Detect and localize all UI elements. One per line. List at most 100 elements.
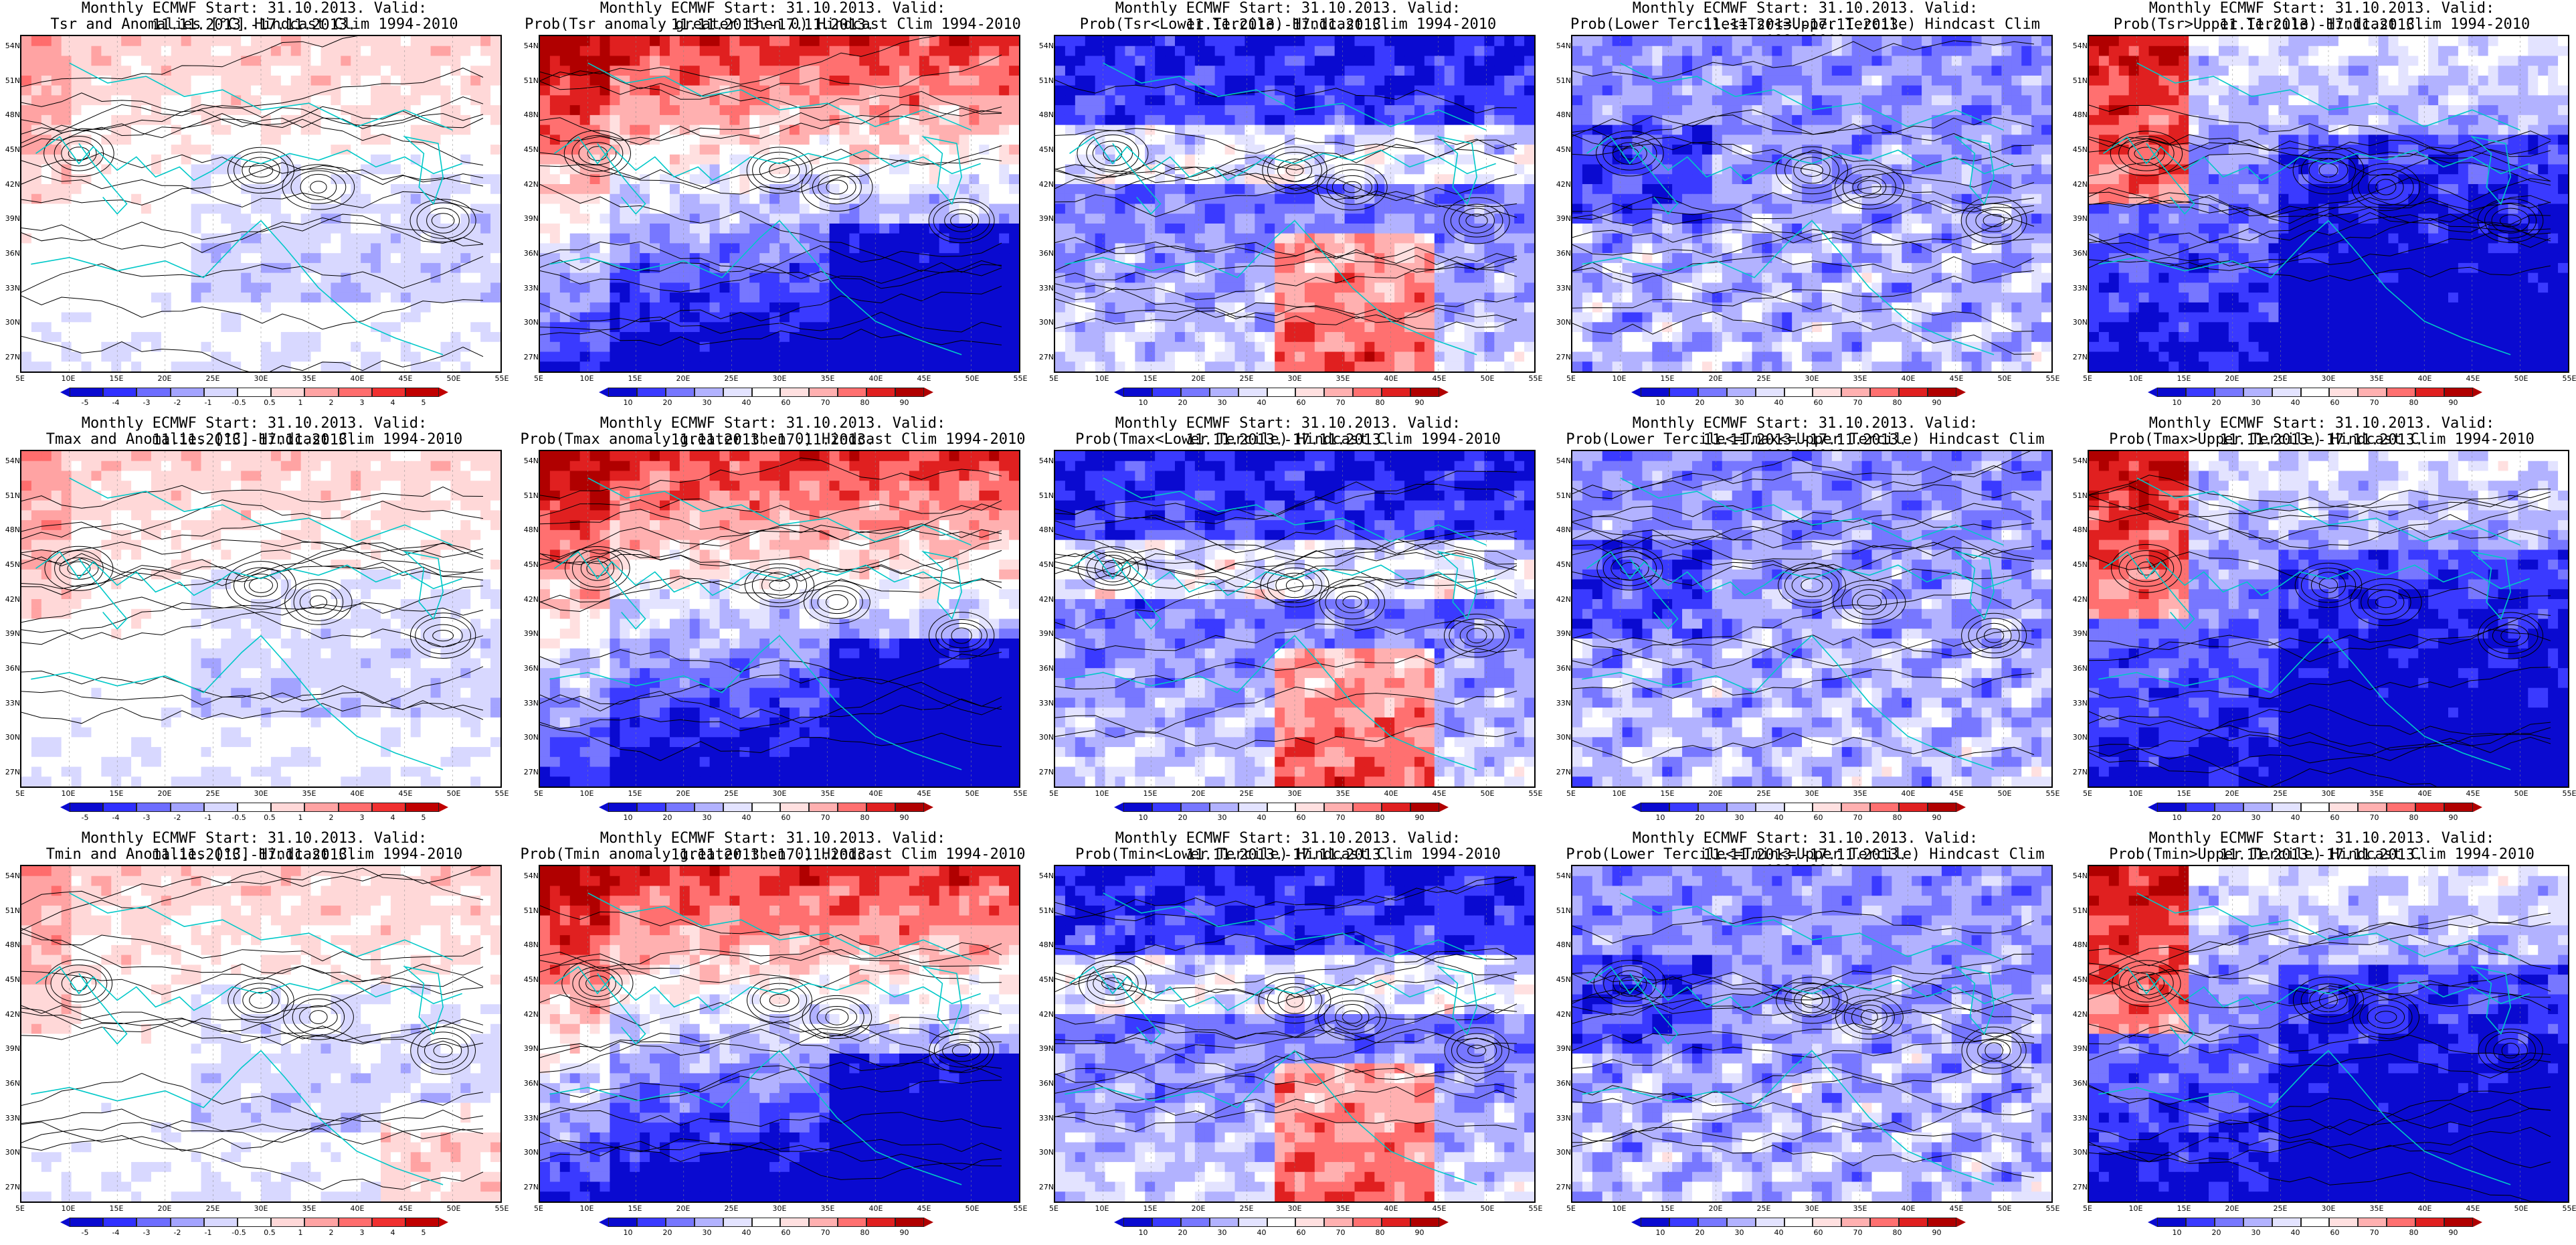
forecast-map [2088,865,2569,1203]
colorbar [2148,1218,2482,1227]
latitude-label: 30N [519,733,539,742]
longitude-label: 15E [1654,789,1681,798]
longitude-label: 30E [766,789,793,798]
colorbar-tick-label: 60 [1799,1228,1838,1237]
colorbar-tick-label: 30 [2236,1228,2276,1237]
longitude-label: 35E [2363,1204,2390,1213]
longitude-label: 35E [814,789,841,798]
longitude-label: 10E [1606,789,1633,798]
colorbar-tick-label: 10 [1123,1228,1163,1237]
latitude-label: 30N [519,318,539,327]
latitude-label: 42N [1551,180,1571,189]
colorbar-tick-label: 5 [408,398,439,407]
latitude-label: 42N [2067,180,2088,189]
colorbar-swatch [2387,388,2415,397]
longitude-label: 35E [1847,1204,1873,1213]
latitude-label: 45N [1551,560,1571,569]
colorbar-tick-label: 10 [1641,1228,1680,1237]
colorbar-swatch [2186,388,2215,397]
longitude-label: 45E [392,1204,419,1213]
longitude-label: 45E [392,789,419,798]
colorbar-tick-label: 60 [1799,813,1838,822]
latitude-label: 36N [519,664,539,673]
latitude-label: 42N [0,180,20,189]
longitude-label: 25E [2267,374,2294,383]
colorbar-swatch [271,388,304,397]
colorbar-tick-label: 90 [2433,398,2473,407]
colorbar-swatch [1123,1218,1152,1227]
colorbar-swatch [1382,803,1410,812]
longitude-label: 5E [525,374,552,383]
map-field [1055,866,1534,1201]
longitude-label: 55E [2039,789,2066,798]
colorbar-swatch [103,803,136,812]
longitude-label: 30E [248,1204,274,1213]
colorbar-swatch [1641,388,1669,397]
latitude-label: 45N [2067,975,2088,984]
latitude-label: 45N [1034,560,1054,569]
forecast-map [2088,35,2569,373]
colorbar-swatch [1210,1218,1238,1227]
longitude-label: 5E [1558,1204,1584,1213]
colorbar-tick-label: -1 [193,398,223,407]
colorbar-tick-label: -3 [131,813,162,822]
colorbar-swatch [238,388,271,397]
colorbar-swatch [1756,803,1784,812]
colorbar-tick-label: 40 [2276,813,2315,822]
colorbar-swatch [1123,803,1152,812]
colorbar-tick-label: -4 [100,398,131,407]
colorbar-tick-label: 90 [1400,813,1439,822]
colorbar-swatch [1756,388,1784,397]
longitude-label: 25E [1233,374,1260,383]
colorbar-swatch [637,388,666,397]
colorbar [1114,803,1449,812]
colorbar-swatch [1353,803,1382,812]
forecast-map [1054,450,1536,788]
latitude-label: 45N [2067,145,2088,154]
forecast-panel: Monthly ECMWF Start: 31.10.2013. Valid: … [0,415,509,830]
latitude-label: 27N [519,1183,539,1191]
longitude-label: 55E [1522,1204,1549,1213]
colorbar-swatch [838,388,866,397]
forecast-map [20,865,502,1203]
latitude-label: 54N [1551,872,1571,880]
longitude-label: 35E [1847,789,1873,798]
longitude-label: 25E [1750,1204,1777,1213]
forecast-panel: Monthly ECMWF Start: 31.10.2013. Valid: … [1551,830,2059,1245]
colorbar-tick-label: 30 [687,813,727,822]
colorbar [1631,1218,1966,1227]
forecast-panel: Monthly ECMWF Start: 31.10.2013. Valid: … [519,0,1027,415]
colorbar-tick-label: 2 [316,1228,347,1237]
latitude-label: 42N [1034,1010,1054,1019]
longitude-label: 35E [1329,789,1356,798]
colorbar-tick-label: 10 [1641,813,1680,822]
latitude-label: 45N [2067,560,2088,569]
colorbar-arrow-right [439,803,448,812]
latitude-label: 27N [0,1183,20,1191]
colorbar-swatch [1669,1218,1698,1227]
longitude-label: 25E [2267,1204,2294,1213]
colorbar-tick-label: 90 [1917,1228,1956,1237]
colorbar-swatch [1899,1218,1928,1227]
colorbar-swatch [2415,388,2444,397]
longitude-label: 20E [1702,1204,1729,1213]
colorbar-arrow-right [1439,1218,1449,1227]
longitude-label: 5E [1558,789,1584,798]
colorbar-swatch [2415,803,2444,812]
colorbar-arrow-right [1956,803,1966,812]
longitude-label: 30E [1281,1204,1308,1213]
colorbar-swatch [2387,1218,2415,1227]
colorbar-swatch [752,388,781,397]
colorbar-tick-label: 2 [316,813,347,822]
panel-title-line2: Prob(Tsr<Lower Tercile) Hindcast Clim 19… [1034,16,1542,33]
latitude-label: 39N [519,1044,539,1053]
longitude-label: 25E [2267,789,2294,798]
colorbar-arrow-right [924,1218,933,1227]
longitude-label: 35E [296,374,323,383]
panel-title-line2: Prob(Tmax anomaly greater then 0) Hindca… [519,431,1027,448]
longitude-label: 10E [1089,374,1115,383]
colorbar-swatch [780,803,809,812]
latitude-label: 45N [519,975,539,984]
longitude-label: 5E [2074,789,2101,798]
